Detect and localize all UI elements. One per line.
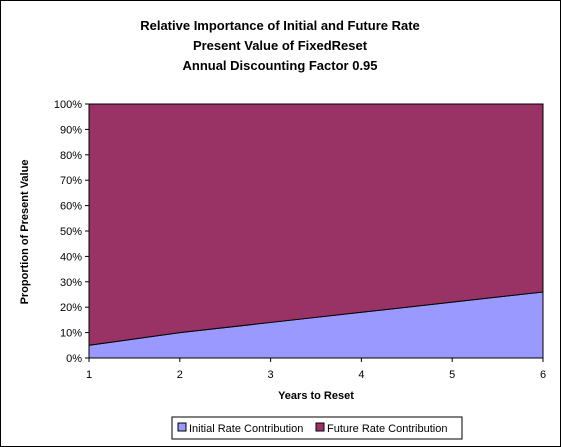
area-series-future-rate [88,103,544,346]
plot-areas [88,103,544,359]
chart-title-line: Relative Importance of Initial and Futur… [140,18,420,33]
x-tick-label: 3 [268,369,274,381]
x-axis-ticks: 1 2 3 4 5 6 [86,358,546,381]
legend-swatch [315,422,325,432]
y-tick-label: 70% [60,175,82,187]
y-tick-label: 40% [60,251,82,263]
legend-label: Future Rate Contribution [327,423,447,435]
y-tick-label: 10% [60,328,82,340]
y-tick-label: 90% [60,124,82,136]
y-tick-label: 80% [60,150,82,162]
y-tick-label: 60% [60,201,82,213]
y-tick-label: 50% [60,226,82,238]
y-axis-ticks: 0% 10% 20% 30% 40% 50% 60% 70% 80% 90% 100% [54,99,89,365]
chart-title: Relative Importance of Initial and Futur… [140,18,420,73]
x-tick-label: 1 [86,369,92,381]
chart-title-line: Present Value of FixedReset [193,38,368,53]
y-tick-label: 100% [54,99,82,111]
legend: Initial Rate Contribution Future Rate Con… [171,416,463,440]
x-tick-label: 4 [358,369,364,381]
x-tick-label: 5 [449,369,455,381]
y-tick-label: 30% [60,277,82,289]
legend-swatch [177,422,187,432]
y-axis-label: Proportion of Present Value [19,160,31,305]
y-tick-label: 20% [60,302,82,314]
x-axis-label: Years to Reset [278,390,354,402]
x-tick-label: 2 [177,369,183,381]
x-tick-label: 6 [540,369,546,381]
legend-label: Initial Rate Contribution [189,423,303,435]
y-tick-label: 0% [66,353,82,365]
chart-title-line: Annual Discounting Factor 0.95 [182,58,377,73]
